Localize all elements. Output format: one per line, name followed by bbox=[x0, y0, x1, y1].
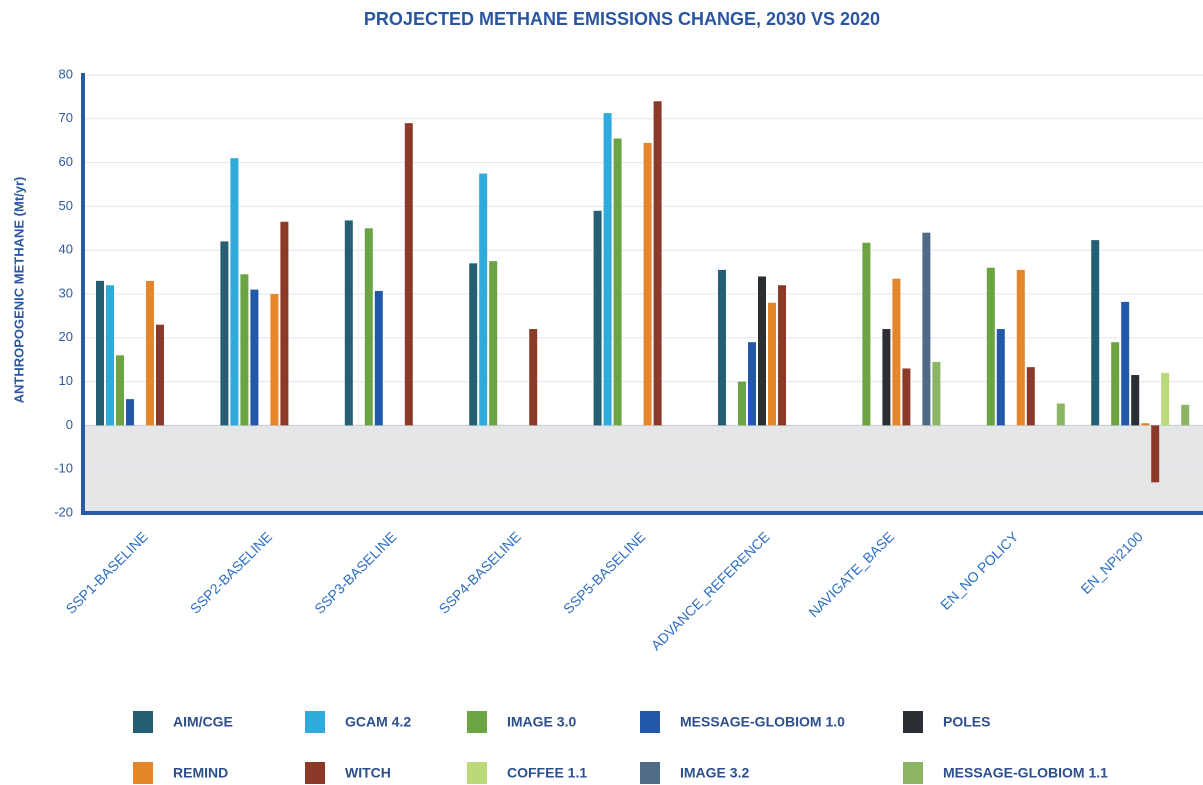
legend-label: IMAGE 3.2 bbox=[680, 765, 749, 781]
y-tick-label: 10 bbox=[59, 373, 73, 388]
bar bbox=[1181, 404, 1190, 426]
bar bbox=[892, 278, 901, 426]
bar bbox=[1141, 423, 1150, 426]
x-tick-label: SSP3-BASELINE bbox=[311, 528, 399, 616]
legend-label: MESSAGE-GLOBIOM 1.1 bbox=[943, 765, 1108, 781]
legend-swatch bbox=[903, 711, 923, 733]
bar bbox=[250, 289, 259, 426]
legend-label: POLES bbox=[943, 714, 990, 730]
bar bbox=[270, 294, 279, 426]
legend-swatch bbox=[133, 762, 153, 784]
legend-swatch bbox=[640, 762, 660, 784]
x-tick-label: ADVANCE_REFERENCE bbox=[648, 528, 773, 653]
bar bbox=[489, 261, 498, 426]
legend-swatch bbox=[305, 762, 325, 784]
bar bbox=[653, 101, 662, 426]
bar bbox=[374, 290, 383, 426]
bar bbox=[156, 324, 164, 426]
bar bbox=[344, 220, 353, 426]
bar bbox=[106, 285, 114, 426]
legend-swatch bbox=[305, 711, 325, 733]
bar bbox=[220, 241, 229, 426]
y-tick-label: 70 bbox=[59, 110, 73, 125]
bar bbox=[280, 221, 289, 426]
bar bbox=[364, 228, 373, 426]
bar bbox=[758, 276, 766, 426]
bar bbox=[778, 285, 786, 426]
bar bbox=[922, 232, 931, 426]
legend-swatch bbox=[133, 711, 153, 733]
legend-swatch bbox=[467, 711, 487, 733]
y-tick-label: 80 bbox=[59, 66, 73, 81]
bar bbox=[603, 113, 612, 426]
legend-label: AIM/CGE bbox=[173, 714, 233, 730]
bar bbox=[230, 158, 239, 426]
legend-label: IMAGE 3.0 bbox=[507, 714, 576, 730]
bar bbox=[1131, 375, 1140, 426]
y-tick-label: 40 bbox=[59, 242, 73, 257]
x-tick-label: SSP1-BASELINE bbox=[62, 528, 150, 616]
x-tick-label: NAVIGATE_BASE bbox=[805, 528, 897, 620]
bar bbox=[862, 242, 871, 426]
y-tick-label: 50 bbox=[59, 198, 73, 213]
legend-swatch bbox=[640, 711, 660, 733]
bar bbox=[1026, 367, 1035, 426]
bar bbox=[932, 361, 941, 426]
bar bbox=[1161, 372, 1170, 426]
y-tick-label: 0 bbox=[66, 417, 73, 432]
legend-label: MESSAGE-GLOBIOM 1.0 bbox=[680, 714, 845, 730]
bar bbox=[240, 274, 249, 426]
legend-label: GCAM 4.2 bbox=[345, 714, 411, 730]
legend-label: REMIND bbox=[173, 765, 228, 781]
bar bbox=[1151, 425, 1160, 483]
bar bbox=[1056, 403, 1065, 426]
bar bbox=[469, 263, 478, 426]
bar bbox=[902, 368, 911, 426]
bar bbox=[529, 329, 538, 426]
y-tick-label: 30 bbox=[59, 285, 73, 300]
bar bbox=[96, 280, 104, 426]
bar bbox=[613, 138, 622, 426]
x-tick-label: SSP2-BASELINE bbox=[187, 528, 275, 616]
x-tick-label: EN_NPi2100 bbox=[1077, 528, 1146, 597]
x-tick-label: EN_NO POLICY bbox=[937, 528, 1022, 613]
bar bbox=[404, 123, 413, 426]
bar bbox=[1121, 301, 1130, 426]
legend-swatch bbox=[903, 762, 923, 784]
y-tick-label: 60 bbox=[59, 154, 73, 169]
bar bbox=[748, 342, 756, 426]
bar bbox=[986, 267, 995, 426]
x-tick-label: SSP4-BASELINE bbox=[436, 528, 524, 616]
bar bbox=[126, 399, 134, 426]
bar bbox=[479, 173, 488, 426]
bar bbox=[146, 280, 154, 426]
bar bbox=[643, 142, 652, 426]
bar bbox=[1091, 240, 1100, 426]
legend-swatch bbox=[467, 762, 487, 784]
bar bbox=[718, 269, 726, 426]
x-tick-label: SSP5-BASELINE bbox=[560, 528, 648, 616]
y-tick-label: -10 bbox=[54, 461, 73, 476]
bar bbox=[738, 381, 746, 426]
y-tick-label: 20 bbox=[59, 329, 73, 344]
bar bbox=[593, 210, 602, 426]
bar bbox=[882, 329, 891, 426]
bar bbox=[768, 302, 776, 426]
legend-label: COFFEE 1.1 bbox=[507, 765, 587, 781]
y-tick-label: -20 bbox=[54, 504, 73, 519]
bar bbox=[116, 355, 124, 426]
legend-label: WITCH bbox=[345, 765, 391, 781]
bar bbox=[996, 329, 1005, 426]
chart-title: PROJECTED METHANE EMISSIONS CHANGE, 2030… bbox=[364, 9, 880, 29]
bar bbox=[1111, 342, 1120, 426]
y-axis-label: ANTHROPOGENIC METHANE (Mt/yr) bbox=[11, 177, 26, 404]
bar bbox=[1016, 269, 1025, 426]
